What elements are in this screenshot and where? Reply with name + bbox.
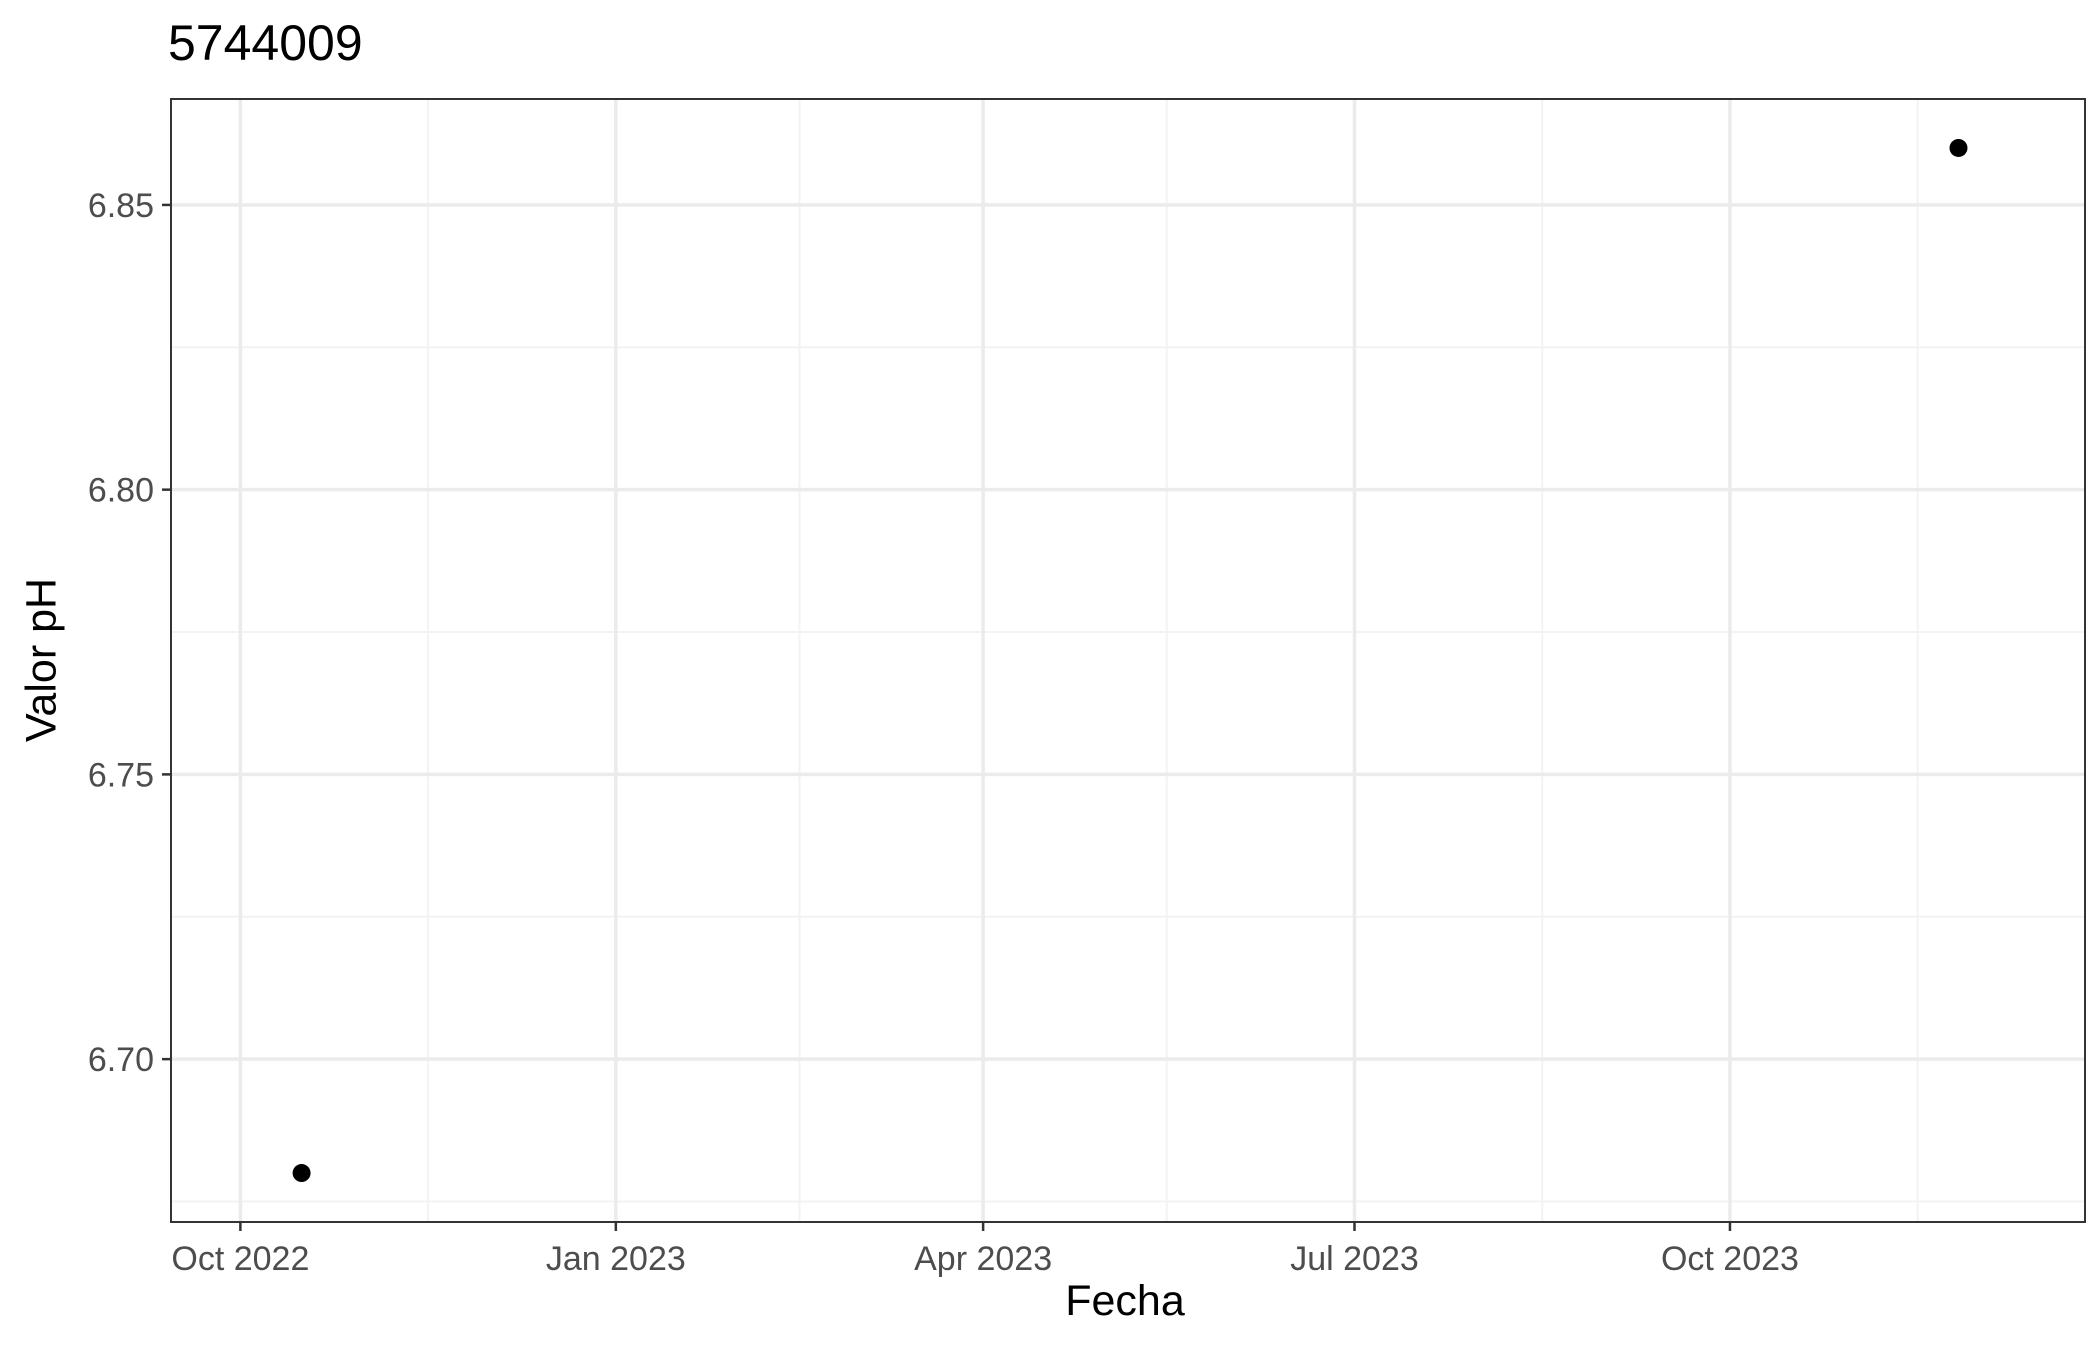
x-tick-label: Oct 2023 <box>1661 1240 1799 1278</box>
plot-panel <box>170 98 2086 1223</box>
chart-title: 5744009 <box>168 15 363 71</box>
data-points <box>292 138 1968 1183</box>
data-point <box>1949 138 1968 157</box>
y-axis-title: Valor pH <box>17 577 66 743</box>
y-tick-label: 6.75 <box>88 756 154 794</box>
minor-gridlines <box>171 99 2085 1222</box>
x-tick-label: Oct 2022 <box>171 1240 309 1278</box>
x-tick-label: Apr 2023 <box>914 1240 1052 1278</box>
y-tick-label: 6.80 <box>88 472 154 510</box>
data-point <box>292 1164 311 1183</box>
y-axis: 6.70 6.75 6.80 6.85 <box>88 187 171 1079</box>
major-gridlines <box>171 99 2085 1222</box>
y-tick-label: 6.85 <box>88 187 154 225</box>
x-axis-title: Fecha <box>1065 1277 1185 1325</box>
x-tick-label: Jan 2023 <box>546 1240 686 1278</box>
y-tick-label: 6.70 <box>88 1041 154 1079</box>
x-axis: Oct 2022 Jan 2023 Apr 2023 Jul 2023 Oct 2023 <box>171 1222 1799 1278</box>
x-tick-label: Jul 2023 <box>1290 1240 1419 1278</box>
